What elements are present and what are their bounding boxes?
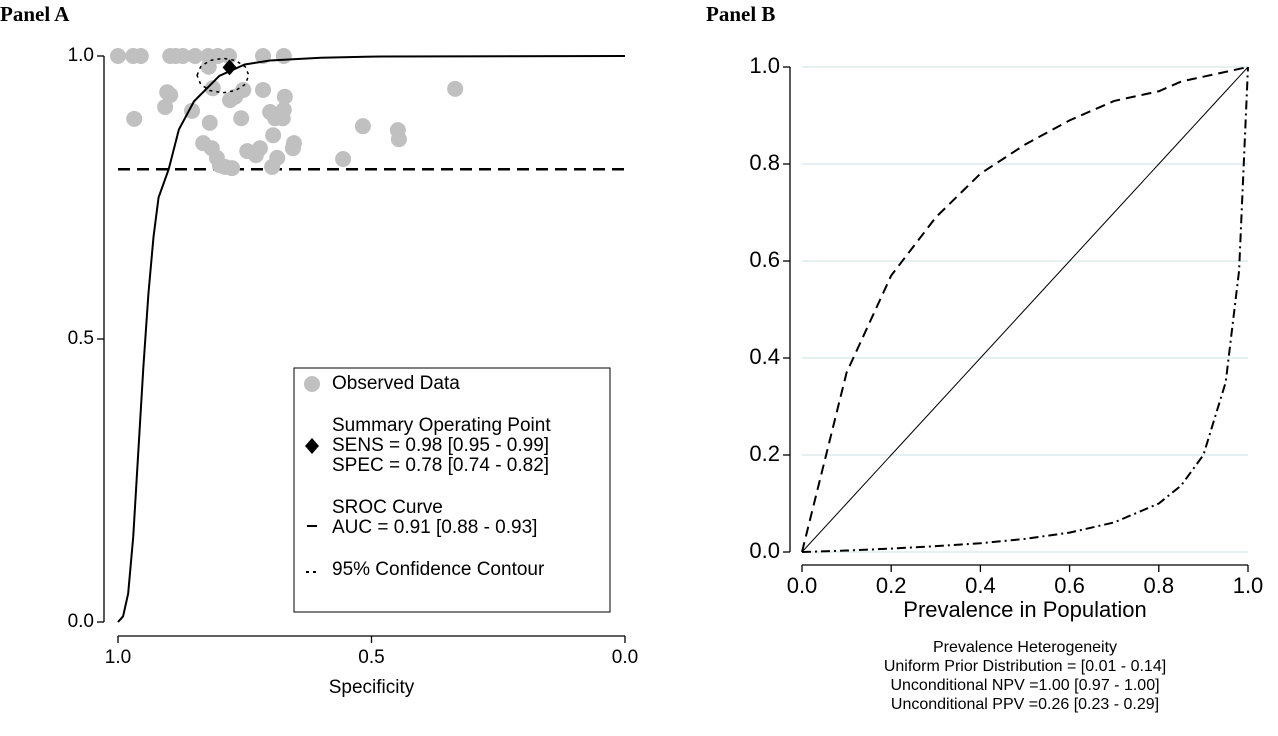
data-point <box>285 135 302 152</box>
data-point <box>274 110 291 127</box>
annotation: Unconditional PPV =0.26 [0.23 - 0.29] <box>891 696 1159 713</box>
x-tick-label: 0.0 <box>612 647 638 668</box>
legend-marker <box>305 438 319 454</box>
y-tick-label: 0.2 <box>749 441 780 466</box>
data-point <box>126 110 143 127</box>
data-point <box>390 131 407 148</box>
legend-marker <box>304 376 320 392</box>
data-point <box>255 48 272 64</box>
x-tick-label: 0.6 <box>1054 573 1085 598</box>
annotation: Uniform Prior Distribution = [0.01 - 0.1… <box>884 658 1166 675</box>
data-point <box>157 98 174 115</box>
data-point <box>216 158 233 175</box>
annotation: Unconditional NPV =1.00 [0.97 - 1.00] <box>890 677 1159 694</box>
y-tick-label: 0.5 <box>68 328 94 349</box>
data-point <box>235 81 252 98</box>
data-point <box>447 80 464 97</box>
y-tick-label: 0.0 <box>68 611 94 632</box>
confidence-contour <box>196 57 250 94</box>
panel-title: Panel A <box>0 2 70 26</box>
data-point <box>265 127 282 144</box>
data-point <box>200 58 217 75</box>
y-tick-label: 0.8 <box>749 150 780 175</box>
x-axis-label: Specificity <box>329 677 415 698</box>
x-tick-label: 0.0 <box>787 573 818 598</box>
legend-label: SPEC = 0.78 [0.74 - 0.82] <box>332 455 549 476</box>
legend-label: AUC = 0.91 [0.88 - 0.93] <box>332 517 537 538</box>
legend-box <box>293 367 611 613</box>
panel-title: Panel B <box>706 2 775 26</box>
data-point <box>132 48 149 64</box>
x-tick-label: 0.8 <box>1144 573 1175 598</box>
x-tick-label: 0.2 <box>876 573 907 598</box>
data-point <box>174 48 191 64</box>
x-tick-label: 0.4 <box>965 573 996 598</box>
data-point <box>264 158 281 175</box>
x-tick-label: 1.0 <box>1233 573 1264 598</box>
sroc-curve <box>117 55 626 623</box>
data-point <box>184 102 201 119</box>
line-series <box>801 66 1249 553</box>
data-point <box>275 48 292 64</box>
x-axis-label: Prevalence in Population <box>903 597 1146 622</box>
summary-point <box>222 59 237 76</box>
data-point <box>187 48 204 64</box>
legend-label: 95% Confidence Contour <box>332 559 545 580</box>
line-series <box>801 66 1249 553</box>
y-tick-label: 1.0 <box>68 45 94 66</box>
data-point <box>209 48 226 64</box>
legend-label: SROC Curve <box>332 497 443 518</box>
y-tick-label: 0.0 <box>749 538 780 563</box>
data-point <box>251 140 268 157</box>
x-tick-label: 0.5 <box>358 647 384 668</box>
data-point <box>233 110 250 127</box>
data-point <box>335 151 352 168</box>
data-point <box>201 114 218 131</box>
y-tick-label: 1.0 <box>749 53 780 78</box>
data-point <box>354 118 371 135</box>
line-series <box>801 66 1249 553</box>
legend-label: Summary Operating Point <box>332 415 551 436</box>
legend-label: Observed Data <box>332 373 460 394</box>
annotation: Prevalence Heterogeneity <box>933 639 1117 656</box>
x-tick-label: 1.0 <box>105 647 131 668</box>
data-point <box>276 88 293 105</box>
y-tick-label: 0.6 <box>749 247 780 272</box>
y-tick-label: 0.4 <box>749 344 780 369</box>
data-point <box>110 48 126 64</box>
data-point <box>255 81 272 98</box>
legend-label: SENS = 0.98 [0.95 - 0.99] <box>332 435 549 456</box>
